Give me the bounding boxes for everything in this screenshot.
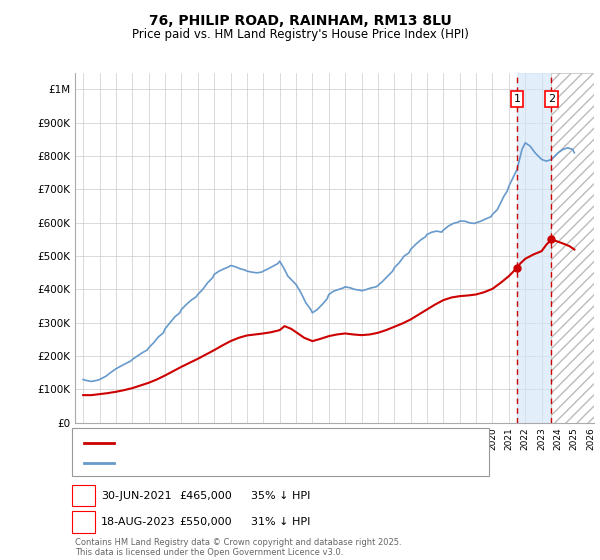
Text: 76, PHILIP ROAD, RAINHAM, RM13 8LU (detached house): 76, PHILIP ROAD, RAINHAM, RM13 8LU (deta…	[120, 438, 414, 448]
Text: 1: 1	[80, 491, 87, 501]
Text: 35% ↓ HPI: 35% ↓ HPI	[251, 491, 310, 501]
Text: Contains HM Land Registry data © Crown copyright and database right 2025.
This d: Contains HM Land Registry data © Crown c…	[75, 538, 401, 557]
Text: Price paid vs. HM Land Registry's House Price Index (HPI): Price paid vs. HM Land Registry's House …	[131, 28, 469, 41]
Text: 2: 2	[80, 517, 87, 527]
Bar	[551, 73, 594, 423]
Text: £465,000: £465,000	[179, 491, 232, 501]
Text: £550,000: £550,000	[179, 517, 232, 527]
Text: HPI: Average price, detached house, Havering: HPI: Average price, detached house, Have…	[120, 458, 360, 468]
Bar	[517, 73, 551, 423]
Text: 2: 2	[548, 94, 555, 104]
Text: 18-AUG-2023: 18-AUG-2023	[101, 517, 175, 527]
Bar	[551, 73, 594, 423]
Text: 76, PHILIP ROAD, RAINHAM, RM13 8LU: 76, PHILIP ROAD, RAINHAM, RM13 8LU	[149, 14, 451, 28]
Text: 1: 1	[514, 94, 521, 104]
Text: 30-JUN-2021: 30-JUN-2021	[101, 491, 172, 501]
Text: 31% ↓ HPI: 31% ↓ HPI	[251, 517, 310, 527]
